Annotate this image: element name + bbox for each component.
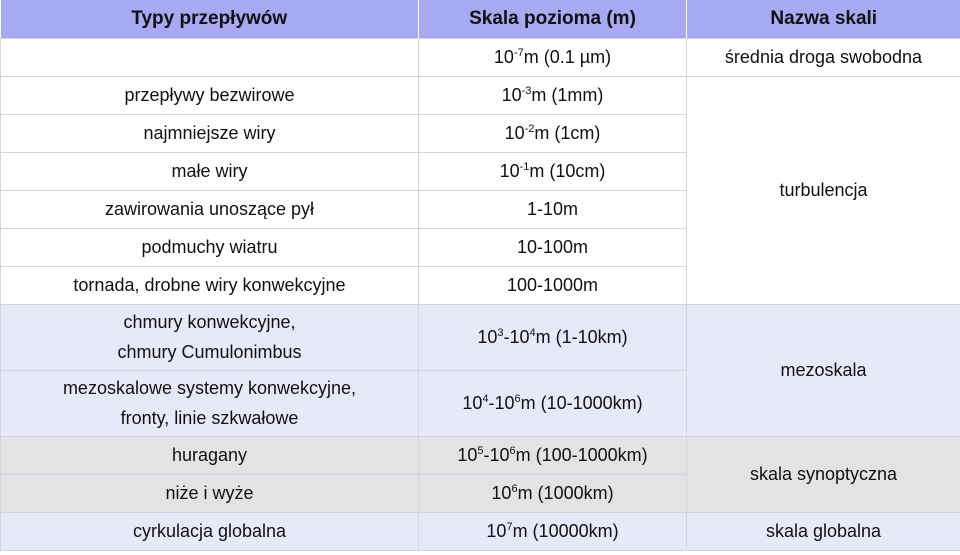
flow-type-cell: zawirowania unoszące pył (0, 189, 419, 229)
scale-cell: 106m (1000km) (418, 473, 687, 513)
table-row: 10-7m (0.1 µm) średnia droga swobodna (0, 37, 960, 77)
scale-name-cell: średnia droga swobodna (686, 37, 960, 77)
table-row: podmuchy wiatru 10-100m (0, 227, 960, 267)
table-row: cyrkulacja globalna 107m (10000km) skala… (0, 511, 960, 551)
flow-type-cell: małe wiry (0, 151, 419, 191)
flow-type-cell (0, 37, 419, 77)
scale-cell: 105-106m (100-1000km) (418, 435, 687, 475)
flow-type-cell: chmury konwekcyjne, chmury Cumulonimbus (0, 303, 419, 371)
flow-type-cell: najmniejsze wiry (0, 113, 419, 153)
flow-type-cell: huragany (0, 435, 419, 475)
table-row: przepływy bezwirowe 10-3m (1mm) turbulen… (0, 75, 960, 305)
scale-cell: 107m (10000km) (418, 511, 687, 551)
header-flow-types: Typy przepływów (0, 0, 419, 38)
flow-type-cell: przepływy bezwirowe (0, 75, 419, 115)
header-row: Typy przepływów Skala pozioma (m) Nazwa … (0, 0, 960, 38)
header-scale-name: Nazwa skali (686, 0, 960, 38)
scale-cell: 10-7m (0.1 µm) (418, 37, 687, 77)
flow-type-cell: niże i wyże (0, 473, 419, 513)
scale-cell: 10-100m (418, 227, 687, 267)
table-row: małe wiry 10-1m (10cm) (0, 151, 960, 191)
scale-cell: 10-2m (1cm) (418, 113, 687, 153)
flow-type-cell: tornada, drobne wiry konwekcyjne (0, 265, 419, 305)
scale-cell: 100-1000m (418, 265, 687, 305)
scale-cell: 104-106m (10-1000km) (418, 369, 687, 437)
table-row: huragany 105-106m (100-1000km) skala syn… (0, 435, 960, 513)
scale-cell: 103-104m (1-10km) (418, 303, 687, 371)
header-horizontal-scale: Skala pozioma (m) (418, 0, 687, 38)
scale-cell: 10-3m (1mm) (418, 75, 687, 115)
scale-name-mesoscale: mezoskala (686, 303, 960, 437)
scale-name-cell: skala globalna (686, 511, 960, 551)
flow-type-cell: mezoskalowe systemy konwekcyjne, fronty, … (0, 369, 419, 437)
scale-name-turbulence: turbulencja (686, 75, 960, 305)
flow-type-cell: podmuchy wiatru (0, 227, 419, 267)
flow-type-cell: cyrkulacja globalna (0, 511, 419, 551)
scale-cell: 10-1m (10cm) (418, 151, 687, 191)
table-row: chmury konwekcyjne, chmury Cumulonimbus 1… (0, 303, 960, 437)
scale-name-synoptic: skala synoptyczna (686, 435, 960, 513)
scale-cell: 1-10m (418, 189, 687, 229)
